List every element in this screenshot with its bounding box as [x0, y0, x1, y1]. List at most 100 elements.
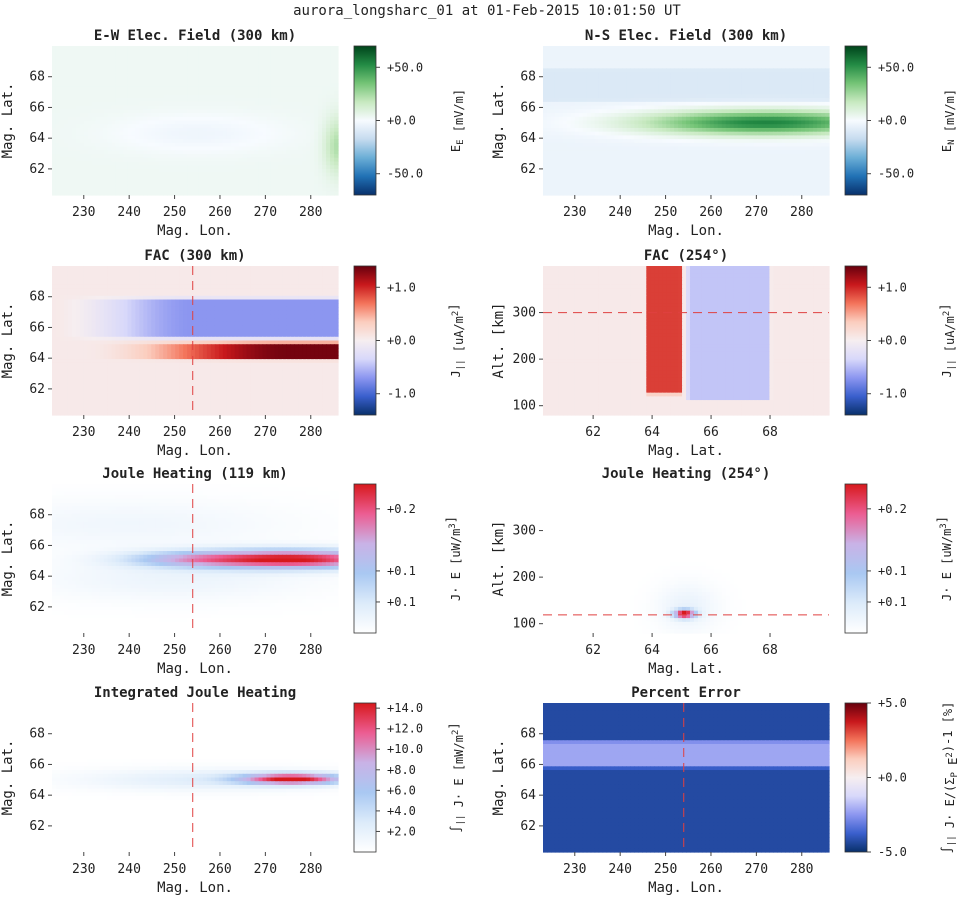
panel-title: E-W Elec. Field (300 km)	[94, 28, 296, 44]
heatmap-cell	[167, 161, 172, 166]
heatmap-cell	[155, 90, 160, 96]
heatmap-cell	[226, 124, 232, 129]
heatmap-cell	[769, 124, 774, 129]
heatmap-cell	[610, 109, 616, 114]
heatmap-cell	[270, 139, 276, 144]
heatmap-cell	[87, 154, 93, 159]
heatmap-cell	[107, 165, 113, 170]
heatmap-cell	[701, 120, 707, 125]
heatmap-cell	[131, 180, 137, 185]
heatmap-cell	[143, 172, 148, 177]
heatmap-cell	[310, 176, 315, 181]
heatmap-cell	[242, 172, 248, 177]
heatmap-cell	[143, 90, 148, 96]
heatmap-cell	[326, 183, 331, 189]
heatmap-cell	[230, 57, 236, 62]
heatmap-cell	[202, 150, 208, 155]
heatmap-cell	[781, 79, 786, 84]
heatmap-cell	[270, 72, 276, 77]
heatmap-cell	[642, 127, 647, 133]
heatmap-cell	[242, 113, 248, 118]
heatmap-cell	[286, 131, 291, 137]
heatmap-cell	[745, 116, 751, 122]
heatmap-cell	[83, 109, 89, 114]
heatmap-cell	[697, 142, 703, 148]
heatmap-cell	[646, 101, 651, 107]
heatmap-cell	[781, 131, 786, 137]
heatmap-cell	[59, 101, 65, 107]
heatmap-cell	[187, 180, 192, 185]
heatmap-cell	[721, 109, 727, 114]
heatmap-cell	[654, 113, 659, 118]
heatmap-cell	[147, 191, 152, 196]
heatmap-cell	[590, 101, 596, 107]
heatmap-cell	[550, 72, 556, 77]
heatmap-cell	[191, 191, 196, 196]
heatmap-cell	[55, 124, 61, 129]
heatmap-cell	[310, 180, 315, 185]
heatmap-cell	[543, 57, 548, 62]
heatmap-cell	[230, 165, 236, 170]
heatmap-cell	[111, 64, 117, 69]
heatmap-cell	[809, 131, 814, 137]
heatmap-cell	[214, 113, 220, 118]
heatmap-cell	[582, 150, 588, 155]
heatmap-cell	[71, 161, 77, 166]
heatmap-cell	[614, 72, 620, 77]
heatmap-cell	[646, 131, 651, 137]
heatmap-cell	[191, 131, 196, 137]
heatmap-cell	[642, 105, 647, 110]
heatmap-cell	[334, 86, 339, 92]
heatmap-cell	[119, 116, 125, 122]
heatmap-cell	[741, 150, 747, 155]
heatmap-cell	[689, 109, 695, 114]
heatmap-cell	[622, 124, 628, 129]
heatmap-cell	[682, 146, 687, 151]
heatmap-cell	[294, 124, 299, 129]
heatmap-cell	[638, 90, 643, 96]
heatmap-cell	[793, 101, 798, 107]
heatmap-cell	[290, 176, 295, 181]
heatmap-cell	[63, 127, 69, 133]
heatmap-cell	[95, 124, 101, 129]
heatmap-cell	[52, 135, 57, 140]
heatmap-cell	[155, 98, 160, 103]
heatmap-cell	[290, 168, 295, 174]
heatmap-cell	[594, 120, 600, 125]
heatmap-cell	[666, 94, 671, 99]
heatmap-cell	[246, 72, 252, 77]
heatmap-cell	[99, 75, 105, 81]
heatmap-cell	[274, 183, 280, 189]
heatmap-cell	[222, 150, 228, 155]
heatmap-cell	[686, 116, 691, 122]
heatmap-cell	[618, 150, 624, 155]
heatmap-cell	[658, 127, 663, 133]
heatmap-cell	[131, 60, 137, 66]
heatmap-cell	[678, 72, 683, 77]
heatmap-cell	[686, 60, 691, 66]
heatmap-cell	[274, 68, 280, 73]
heatmap-cell	[825, 72, 830, 77]
heatmap-cell	[630, 116, 635, 122]
heatmap-cell	[234, 101, 240, 107]
heatmap-cell	[139, 157, 144, 163]
heatmap-cell	[326, 86, 331, 92]
heatmap-cell	[286, 64, 291, 69]
heatmap-cell	[139, 165, 144, 170]
heatmap-cell	[52, 101, 57, 107]
heatmap-cell	[554, 64, 560, 69]
heatmap-cell	[218, 86, 224, 92]
heatmap-cell	[765, 101, 771, 107]
heatmap-cell	[254, 105, 260, 110]
heatmap-cell	[127, 172, 133, 177]
heatmap-cell	[638, 79, 643, 84]
heatmap-cell	[761, 79, 767, 84]
heatmap-cell	[139, 142, 144, 148]
heatmap-cell	[107, 157, 113, 163]
heatmap-cell	[622, 142, 628, 148]
heatmap-cell	[662, 90, 667, 96]
heatmap-cell	[175, 105, 180, 110]
heatmap-cell	[191, 46, 196, 51]
heatmap-cell	[79, 168, 85, 174]
heatmap-cell	[274, 168, 280, 174]
